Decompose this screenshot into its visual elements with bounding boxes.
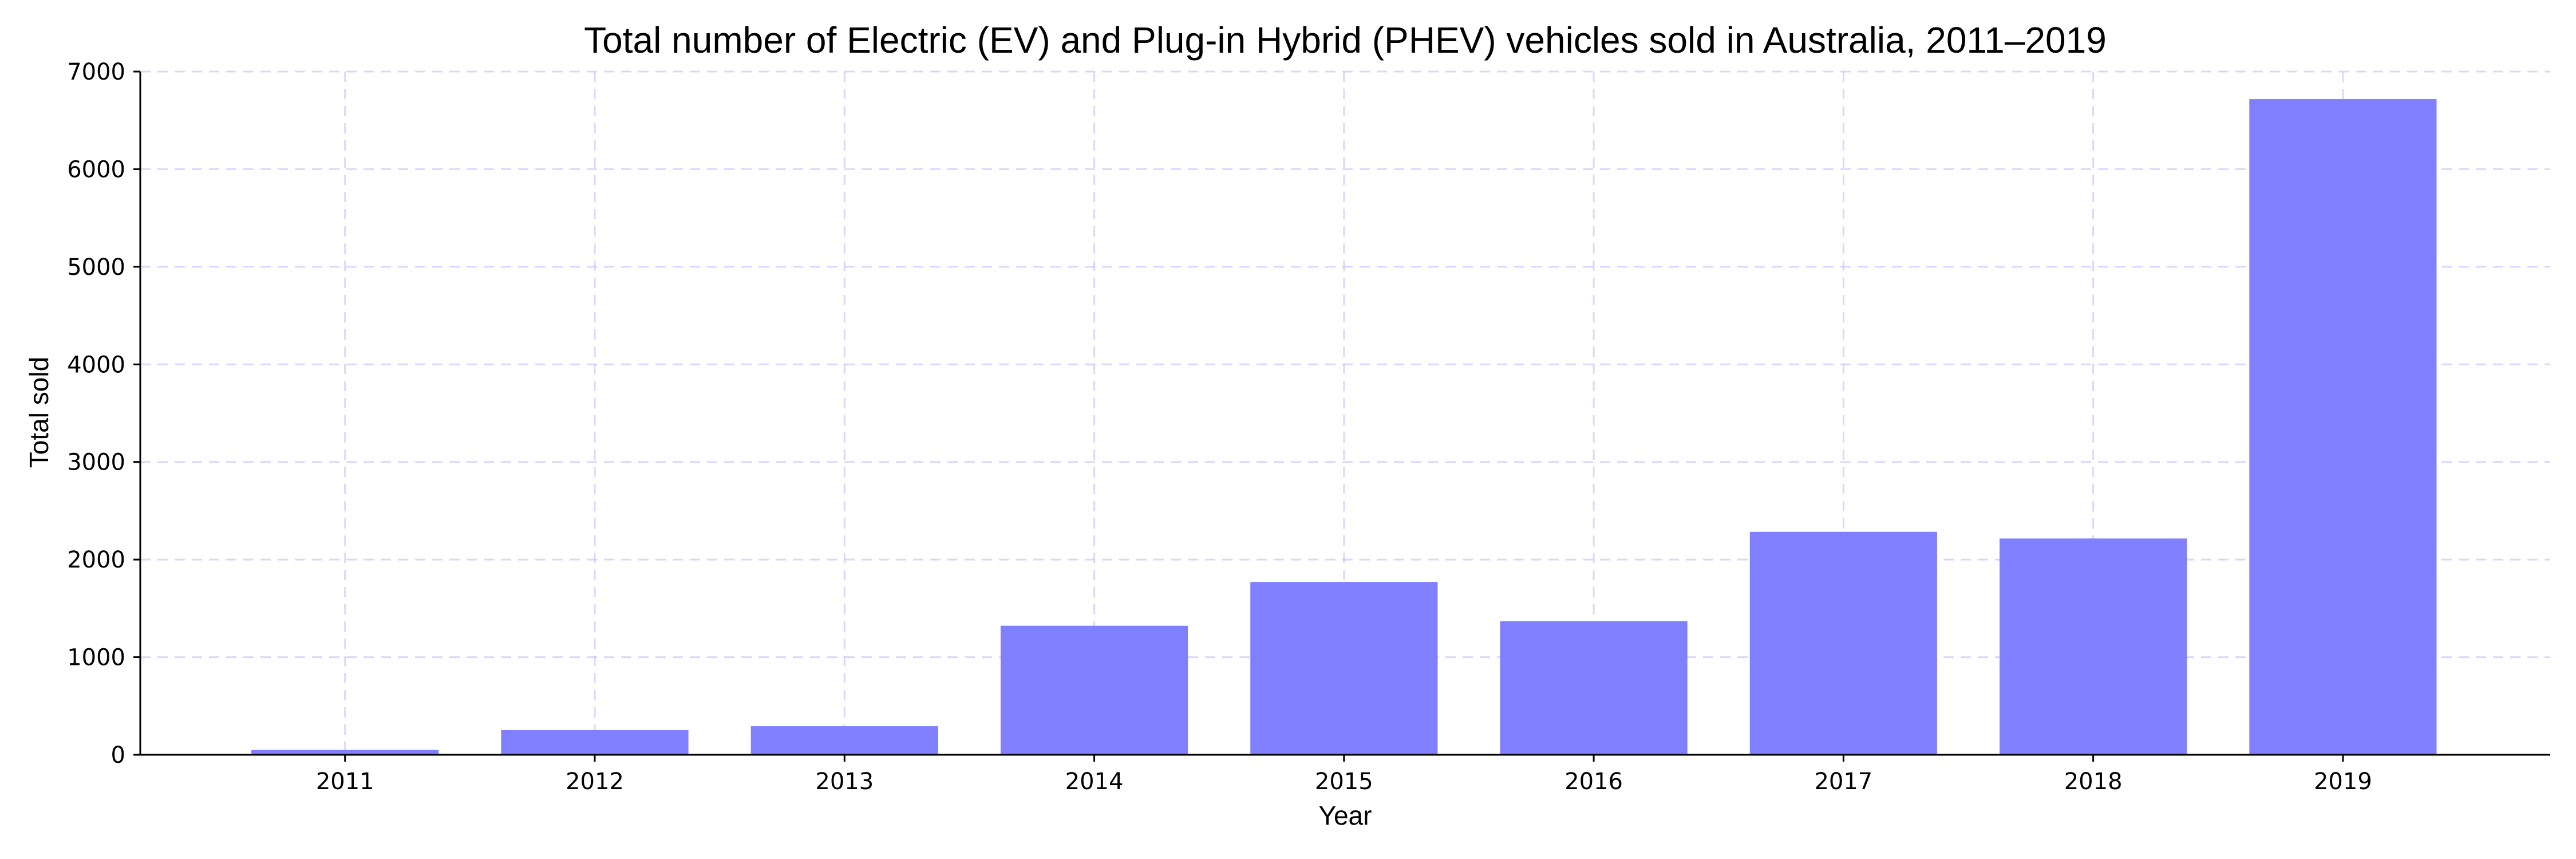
bar-2012 [501,730,689,755]
chart-title: Total number of Electric (EV) and Plug-i… [584,19,2107,61]
x-tick-label: 2018 [2064,769,2123,795]
bar-2013 [750,726,938,755]
y-tick-label: 5000 [67,254,125,281]
y-tick-label: 3000 [67,450,125,476]
x-tick-label: 2013 [815,769,874,795]
bar-2015 [1250,582,1438,755]
x-tick-label: 2019 [2314,769,2372,795]
y-tick-label: 7000 [67,59,125,85]
y-tick-label: 6000 [67,156,125,183]
x-axis-label: Year [1319,801,1372,830]
bar-2016 [1500,621,1688,755]
bar-2011 [251,750,439,755]
bars [251,99,2437,755]
y-axis-label: Total sold [24,357,54,468]
x-ticks: 2011 2012 2013 2014 2015 2016 2017 2018 2019 [316,755,2372,795]
bar-2019 [2249,99,2437,755]
x-tick-label: 2016 [1564,769,1623,795]
y-tick-label: 0 [111,742,125,769]
y-tick-label: 4000 [67,352,125,378]
bar-2017 [1749,531,1937,755]
y-tick-label: 1000 [67,645,125,671]
bar-2018 [2000,538,2187,755]
bar-2014 [1000,625,1188,755]
x-tick-label: 2011 [316,769,374,795]
y-tick-label: 2000 [67,547,125,573]
x-tick-label: 2012 [566,769,624,795]
x-tick-label: 2017 [1814,769,1872,795]
axes [139,72,2550,756]
x-tick-label: 2014 [1065,769,1124,795]
y-ticks: 0 1000 2000 3000 4000 5000 6000 7000 [67,59,140,769]
x-tick-label: 2015 [1315,769,1373,795]
